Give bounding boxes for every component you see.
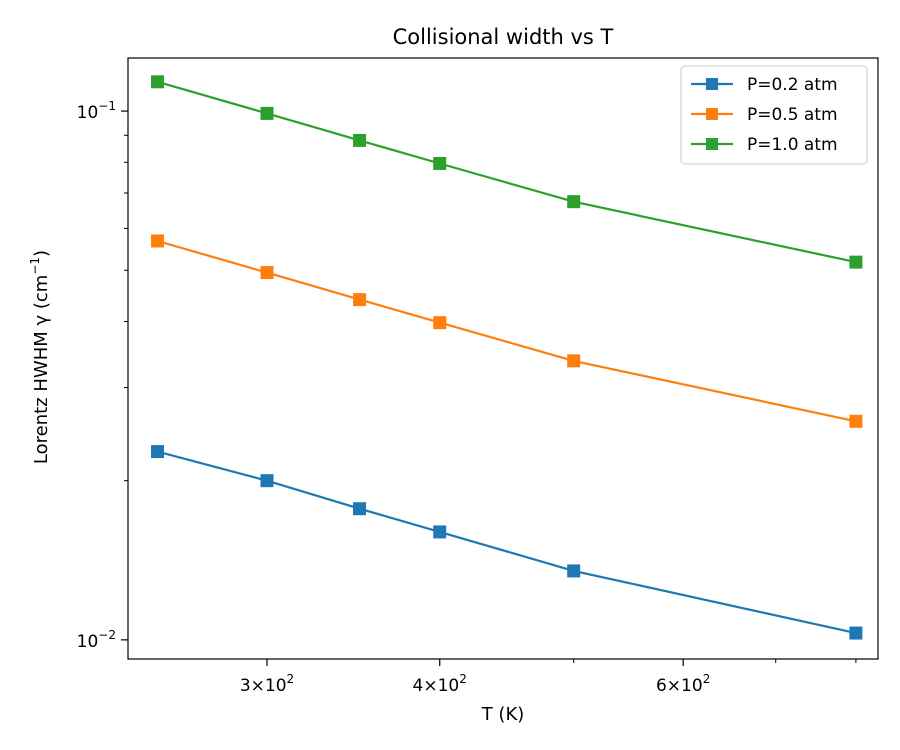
legend-marker [706,108,718,120]
y-tick-label-base: 10 [77,632,99,652]
data-point [353,502,367,516]
series-3 [151,75,863,269]
series-line [157,80,857,264]
x-axis: 3×102 4×102 6×102 [240,659,857,696]
x-tick-label: 3×102 [240,672,294,696]
data-point [433,156,447,170]
legend-box [680,65,868,165]
y-axis-label: Lorentz HWHM γ (cm−1) [28,250,52,464]
legend-item: P=0.5 atm [691,105,838,125]
data-point [353,133,367,147]
y-axis-label-tail: ) [31,250,52,257]
series-group [151,75,863,640]
y-tick-label-base: 10 [77,103,99,123]
legend-label: P=1.0 atm [747,135,838,155]
y-tick-label-exp: −1 [98,99,116,113]
legend-item: P=0.2 atm [691,75,838,95]
y-tick-label: 10−1 [77,99,116,123]
data-point [849,255,863,269]
plot-area [127,57,879,660]
data-point [151,445,165,459]
legend-marker [706,138,718,150]
data-point [849,626,863,640]
y-axis-label-main: Lorentz HWHM γ (cm [31,275,52,464]
plot-frame [127,57,879,660]
data-point [433,316,447,330]
y-axis: 10−110−2 [77,99,128,652]
data-point [151,75,165,89]
y-tick-label: 10−2 [77,628,116,652]
legend-label: P=0.2 atm [747,75,838,95]
series-1 [151,445,863,640]
data-point [151,234,165,248]
y-axis-label-sup: −1 [28,257,42,275]
x-tick-label: 6×102 [656,672,710,696]
x-tick-label-exp: 2 [703,672,711,686]
data-point [849,414,863,428]
y-tick-label-exp: −2 [98,628,116,642]
data-point [567,354,581,368]
data-point [567,564,581,578]
series-line [157,450,857,635]
data-point [353,293,367,307]
legend-label: P=0.5 atm [747,105,838,125]
series-2 [151,234,863,428]
legend-marker [706,78,718,90]
series-line [157,239,857,423]
x-tick-label-base: 6×10 [656,676,703,696]
data-point [433,525,447,539]
legend: P=0.2 atm P=0.5 atm P=1.0 atm [680,65,868,165]
data-point [260,266,274,280]
x-tick-label-base: 3×10 [240,676,287,696]
x-tick-label-exp: 2 [459,672,467,686]
data-point [567,195,581,209]
data-point [260,474,274,488]
chart-title: Collisional width vs T [393,25,614,49]
x-axis-label: T (K) [481,704,525,725]
x-tick-label-base: 4×10 [413,676,460,696]
x-tick-label-exp: 2 [287,672,295,686]
x-tick-label: 4×102 [413,672,467,696]
data-point [260,106,274,120]
legend-item: P=1.0 atm [691,135,838,155]
